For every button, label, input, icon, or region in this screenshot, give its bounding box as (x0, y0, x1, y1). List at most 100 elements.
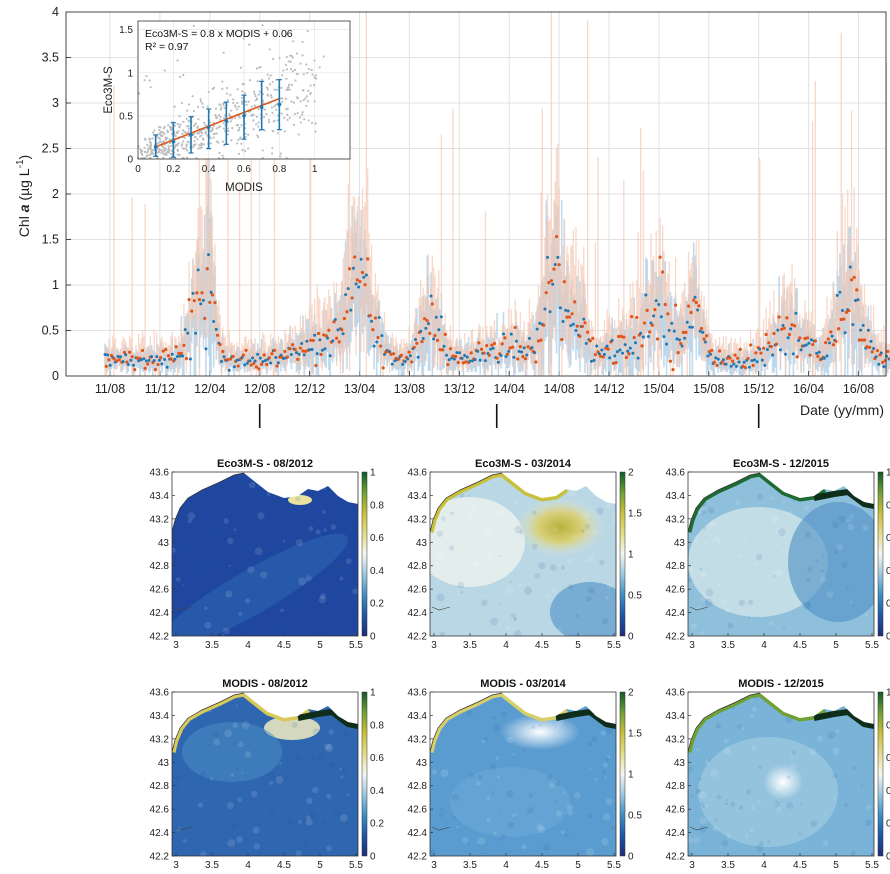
inset-point (247, 133, 250, 136)
map-lon-label: 3 (689, 640, 695, 651)
inset-point (153, 148, 156, 151)
map-texture (471, 504, 476, 510)
inset-point (237, 152, 240, 155)
map-texture (324, 743, 332, 751)
inset-point (262, 101, 265, 104)
inset-point (217, 126, 220, 129)
inset-point (235, 124, 238, 127)
point-eco3m (447, 358, 451, 362)
inset-point (273, 105, 276, 108)
map-texture (704, 598, 713, 607)
point-eco3m (755, 360, 759, 364)
point-eco3m (714, 356, 718, 360)
point-eco3m (615, 350, 619, 354)
map-feature (430, 497, 525, 587)
map-texture (500, 711, 507, 718)
inset-point (167, 146, 170, 150)
point-eco3m (131, 363, 135, 367)
point-modis (215, 333, 220, 337)
inset-point (256, 134, 259, 137)
inset-point (225, 86, 229, 90)
map-texture (305, 815, 311, 821)
inset-point (270, 96, 273, 99)
map-texture (308, 811, 316, 819)
point-eco3m (313, 333, 317, 337)
point-modis (236, 364, 240, 368)
map-texture (210, 777, 214, 781)
inset-point (149, 142, 152, 146)
map-colorbar-label: 0.2 (886, 819, 890, 830)
map-lat-label: 42.4 (408, 608, 428, 619)
inset-point (269, 74, 272, 77)
point-eco3m (535, 327, 539, 331)
map-texture (432, 531, 437, 536)
inset-point (241, 90, 244, 93)
point-eco3m (690, 325, 694, 329)
map-texture (749, 828, 754, 833)
y-axis-label-unit-open: (µg L (16, 168, 32, 204)
map-texture (175, 577, 181, 582)
map-texture (326, 793, 332, 799)
point-eco3m (212, 320, 216, 324)
point-modis (107, 358, 111, 362)
map-texture (232, 722, 238, 729)
inset-x-tick-label: 1 (312, 164, 318, 175)
inset-point (167, 144, 170, 148)
map-colorbar-label: 1 (628, 770, 634, 781)
inset-point (300, 113, 304, 116)
point-modis (526, 345, 530, 349)
map-lat-label: 43.6 (408, 468, 428, 479)
map-texture (199, 772, 204, 776)
point-modis (187, 297, 191, 302)
point-eco3m (646, 334, 650, 338)
point-eco3m (251, 356, 255, 360)
map-texture (241, 771, 244, 775)
inset-point (275, 108, 278, 111)
map-texture (587, 741, 593, 746)
map-title: MODIS - 08/2012 (222, 678, 308, 690)
point-eco3m (483, 359, 487, 363)
map-lat-label: 43.2 (150, 734, 170, 745)
inset-point (313, 59, 316, 62)
map-texture (493, 723, 501, 731)
map-texture (566, 804, 574, 812)
map-feature (763, 764, 803, 800)
point-modis (117, 358, 121, 362)
map-texture (554, 800, 557, 803)
point-modis (125, 360, 129, 364)
map-lon-label: 3 (173, 860, 179, 871)
inset-point (177, 142, 180, 145)
inset-point (257, 93, 260, 96)
point-eco3m (566, 309, 570, 313)
point-modis (122, 350, 127, 355)
map-texture (586, 848, 595, 856)
inset-point (280, 112, 283, 115)
map-texture (331, 631, 337, 636)
inset-point (212, 136, 215, 139)
inset-point (261, 149, 264, 152)
map-texture (697, 788, 702, 793)
map-texture (462, 836, 469, 844)
point-modis (407, 350, 411, 354)
map-texture (206, 560, 214, 569)
point-modis (464, 360, 468, 364)
map-texture (725, 608, 730, 613)
map-lon-label: 3 (431, 640, 437, 651)
map-texture (555, 810, 563, 817)
map-texture (321, 509, 326, 514)
map-texture (476, 841, 479, 844)
map-frame (687, 691, 875, 857)
map-texture (560, 830, 565, 835)
map-texture (232, 539, 235, 543)
map-colorbar-label: 0.2 (370, 599, 384, 610)
point-modis (210, 293, 214, 297)
inset-point (301, 40, 304, 44)
inset-point (240, 142, 243, 145)
map-coastal-dark (297, 709, 358, 729)
point-eco3m (861, 323, 865, 327)
inset-point (209, 142, 212, 145)
inset-point (144, 137, 147, 141)
inset-point (257, 136, 260, 139)
map-texture (221, 633, 225, 636)
inset-point (229, 93, 232, 96)
